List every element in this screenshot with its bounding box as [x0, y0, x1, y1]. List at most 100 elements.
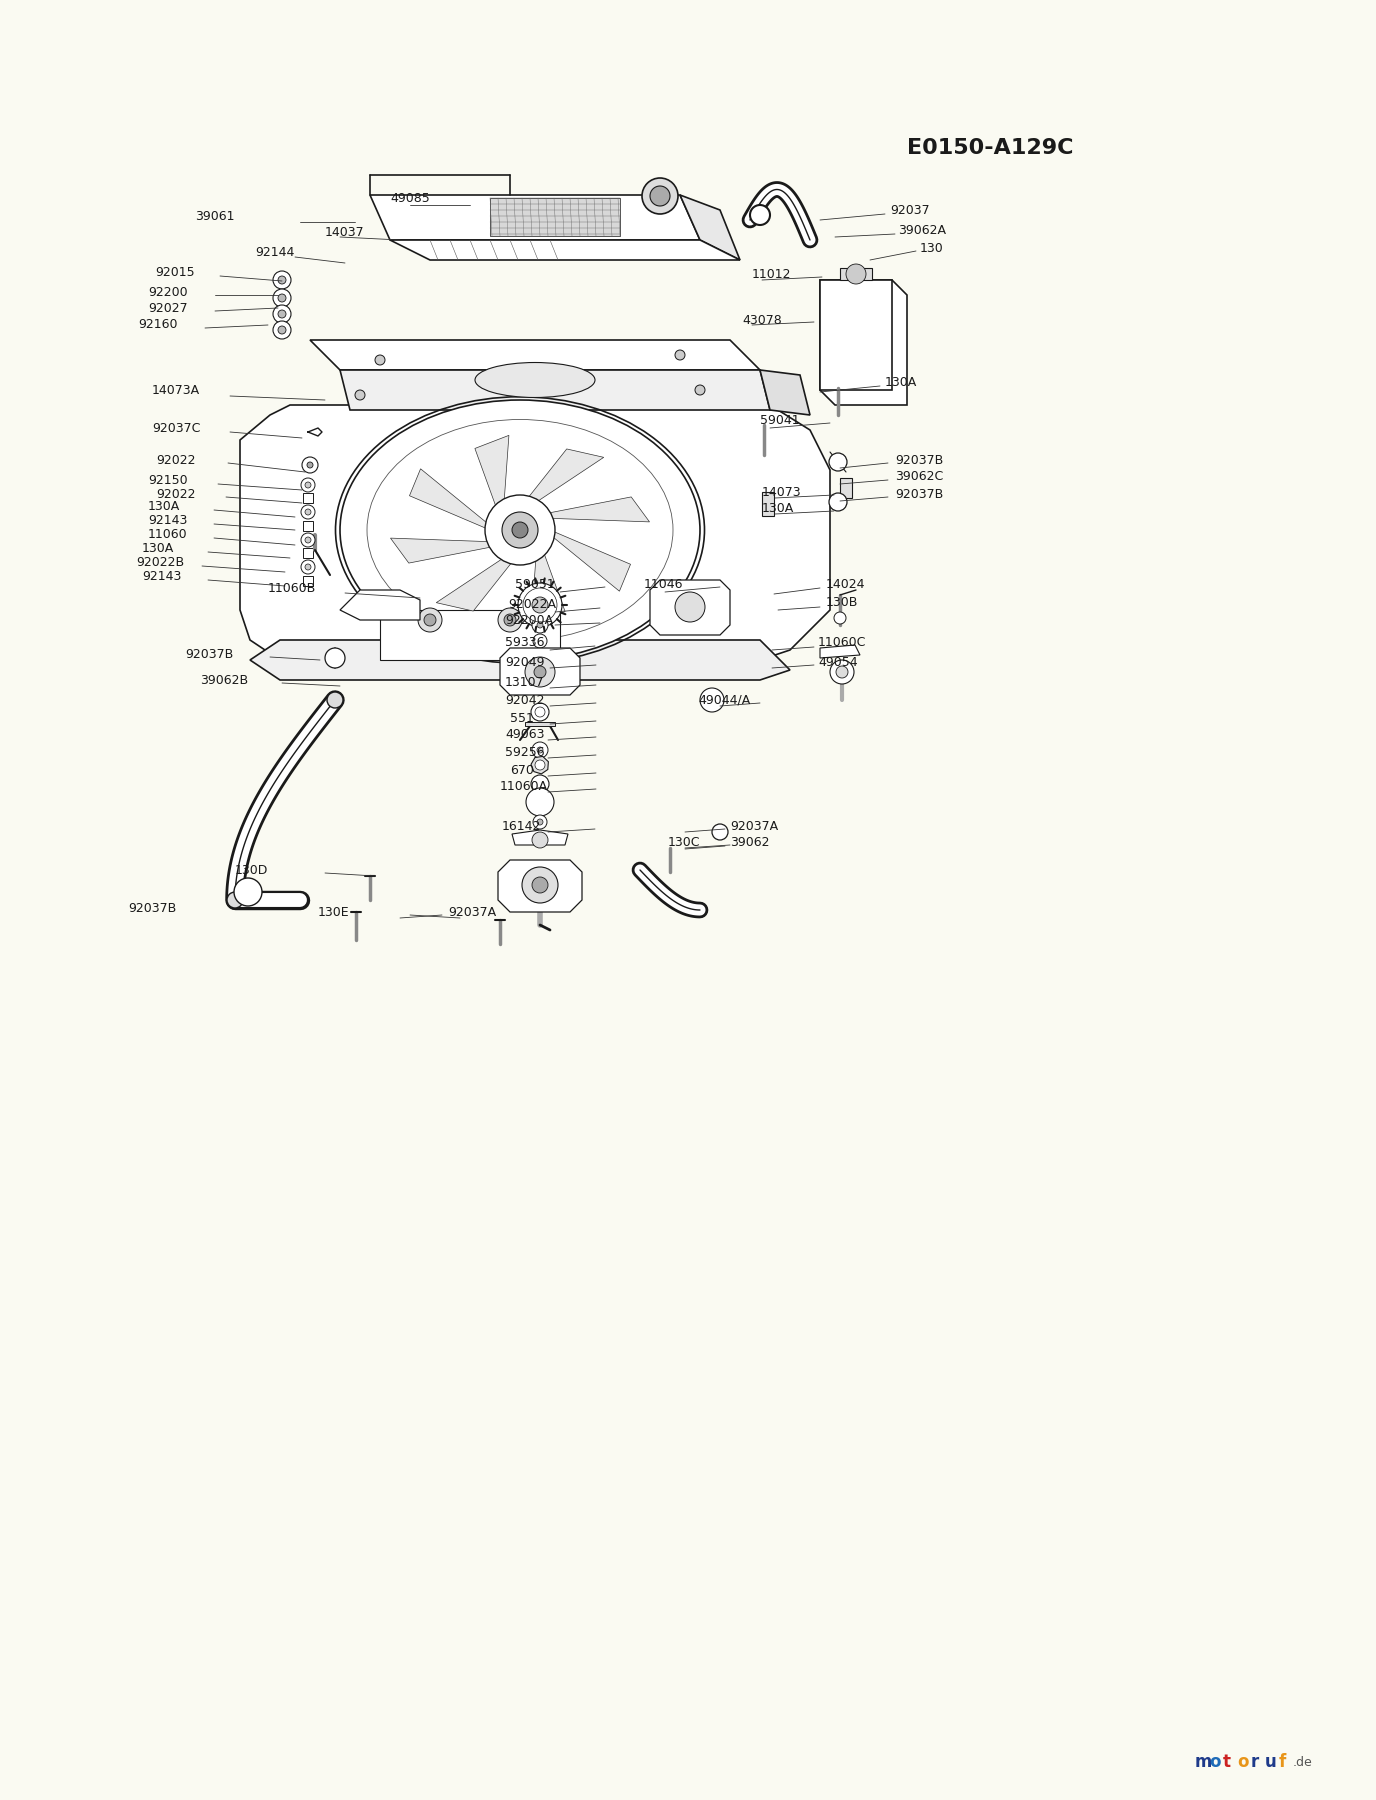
Circle shape [301, 560, 315, 574]
Circle shape [498, 608, 522, 632]
Circle shape [355, 391, 365, 400]
Circle shape [531, 704, 549, 722]
Circle shape [834, 612, 846, 625]
Circle shape [535, 760, 545, 770]
Text: 92037A: 92037A [731, 819, 777, 832]
Circle shape [272, 272, 290, 290]
Text: 14073A: 14073A [151, 383, 200, 396]
Text: 92049: 92049 [505, 655, 545, 668]
Polygon shape [531, 545, 566, 625]
Circle shape [533, 877, 548, 893]
Text: 92200A: 92200A [505, 614, 553, 626]
Circle shape [837, 666, 848, 679]
Polygon shape [820, 644, 860, 659]
Text: 92037C: 92037C [151, 421, 201, 434]
Text: 49063: 49063 [505, 727, 545, 740]
Text: 130: 130 [921, 241, 944, 254]
Polygon shape [839, 268, 872, 281]
Circle shape [327, 691, 343, 707]
Circle shape [301, 506, 315, 518]
Text: 39062: 39062 [731, 837, 769, 850]
Circle shape [537, 747, 544, 752]
Polygon shape [760, 371, 810, 416]
Polygon shape [520, 448, 604, 508]
Text: 92037: 92037 [890, 203, 930, 216]
Polygon shape [310, 340, 760, 371]
Text: 92027: 92027 [149, 301, 187, 315]
Text: 14073: 14073 [762, 486, 802, 499]
Text: 11012: 11012 [753, 268, 791, 281]
Circle shape [750, 205, 771, 225]
Circle shape [533, 634, 548, 648]
Text: 39061: 39061 [195, 209, 234, 223]
Text: 130A: 130A [149, 500, 180, 513]
Text: u: u [1265, 1753, 1277, 1771]
Polygon shape [370, 194, 700, 239]
Polygon shape [526, 722, 555, 725]
Circle shape [522, 868, 559, 904]
Circle shape [278, 326, 286, 335]
Text: 92200: 92200 [149, 286, 187, 299]
Polygon shape [499, 648, 581, 695]
Circle shape [676, 592, 705, 623]
Text: 92037B: 92037B [128, 902, 176, 914]
Text: 130A: 130A [885, 376, 918, 389]
Text: t: t [1223, 1753, 1232, 1771]
Circle shape [676, 349, 685, 360]
Text: 92143: 92143 [142, 571, 182, 583]
Circle shape [533, 742, 548, 758]
Text: 670: 670 [510, 763, 534, 776]
Circle shape [533, 832, 548, 848]
Text: 92150: 92150 [149, 473, 187, 486]
Circle shape [418, 608, 442, 632]
Circle shape [278, 310, 286, 319]
Circle shape [278, 275, 286, 284]
Circle shape [828, 493, 848, 511]
Polygon shape [389, 239, 740, 259]
Polygon shape [820, 281, 907, 405]
Text: 11060: 11060 [149, 529, 187, 542]
Circle shape [533, 617, 548, 634]
Circle shape [301, 479, 315, 491]
Text: 130D: 130D [235, 864, 268, 877]
Polygon shape [380, 610, 560, 661]
Text: f: f [1280, 1753, 1287, 1771]
Text: m: m [1194, 1753, 1212, 1771]
Circle shape [517, 583, 561, 626]
Polygon shape [649, 580, 731, 635]
Ellipse shape [367, 419, 673, 641]
Text: 49044/A: 49044/A [698, 693, 750, 706]
Text: 59336: 59336 [505, 637, 545, 650]
Circle shape [227, 893, 244, 907]
Text: 16142: 16142 [502, 819, 541, 832]
Polygon shape [410, 468, 490, 529]
Text: 92160: 92160 [138, 319, 178, 331]
Circle shape [512, 522, 528, 538]
Polygon shape [436, 553, 520, 610]
Circle shape [523, 589, 557, 623]
Text: .de: .de [1293, 1755, 1313, 1768]
Bar [303, 520, 312, 531]
Circle shape [643, 178, 678, 214]
Circle shape [531, 776, 549, 794]
Polygon shape [541, 497, 649, 522]
Bar [303, 576, 312, 587]
Text: 92143: 92143 [149, 515, 187, 527]
Polygon shape [498, 860, 582, 913]
Text: 39062C: 39062C [894, 470, 944, 484]
Bar [303, 547, 312, 558]
Circle shape [537, 819, 544, 824]
Polygon shape [550, 529, 630, 590]
Text: 13107: 13107 [505, 675, 545, 688]
Text: 92037A: 92037A [449, 905, 497, 918]
Circle shape [305, 563, 311, 571]
Text: r: r [1251, 1753, 1259, 1771]
Ellipse shape [475, 362, 594, 398]
Polygon shape [340, 590, 420, 619]
Bar [490, 198, 621, 236]
Circle shape [272, 320, 290, 338]
Bar [303, 493, 312, 502]
Text: 11060C: 11060C [817, 637, 867, 650]
Polygon shape [820, 281, 892, 391]
Text: 551: 551 [510, 711, 534, 724]
